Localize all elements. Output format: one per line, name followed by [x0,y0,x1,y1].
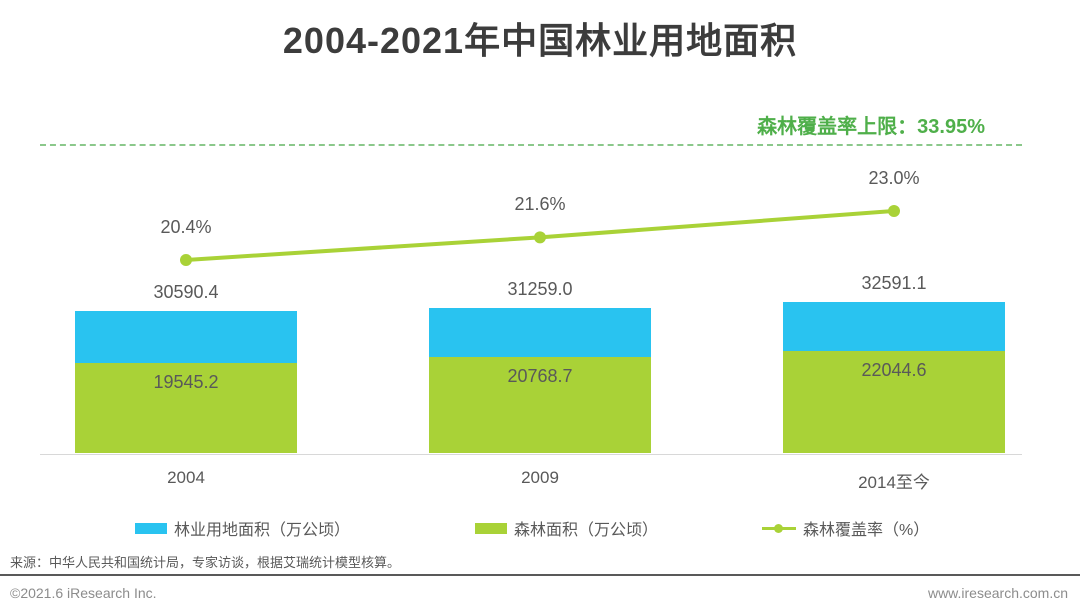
forestry-land-value-label: 32591.1 [861,273,927,294]
x-axis-label-2009: 2009 [521,468,559,487]
legend-label: 林业用地面积（万公顷） [174,522,351,539]
coverage-cap-label: 森林覆盖率上限：33.95% [757,116,985,138]
coverage-pct-label: 20.4% [160,216,212,237]
x-axis-label-2004: 2004 [167,468,205,487]
legend-label: 森林覆盖率（%） [803,522,930,539]
forest-area-value-label: 19545.2 [153,371,219,392]
legend-item-forestry-land: 林业用地面积（万公顷） [135,518,351,539]
x-axis-label-2014: 2014至今 [858,473,930,492]
coverage-cap-dashed-line [40,144,1022,146]
legend-swatch-green [475,522,507,534]
legend-swatch-blue [135,522,167,534]
source-note: 来源：中华人民共和国统计局，专家访谈，根据艾瑞统计模型核算。 [10,555,401,570]
forest-area-value-label: 20768.7 [507,365,573,386]
legend-item-forest-area: 森林面积（万公顷） [475,518,659,539]
forest-area-bar [783,350,1005,453]
legend-label: 森林面积（万公顷） [514,522,659,539]
forest-area-bar [429,356,651,453]
footer-website: www.iresearch.com.cn [927,585,1068,601]
coverage-pct-label: 21.6% [514,194,566,215]
footer-copyright: ©2021.6 iResearch Inc. [10,585,157,601]
forest-area-value-label: 22044.6 [861,359,927,380]
forestry-land-value-label: 31259.0 [507,279,573,300]
forest-area-bar [75,362,297,453]
x-axis-line [40,454,1022,455]
chart-title: 2004-2021年中国林业用地面积 [282,20,798,61]
legend-item-coverage-rate: 森林覆盖率（%） [762,518,930,539]
coverage-pct-label: 23.0% [868,167,920,188]
legend-line-marker-icon [762,523,796,534]
forestry-land-value-label: 30590.4 [153,282,219,303]
footer-divider [0,574,1080,576]
